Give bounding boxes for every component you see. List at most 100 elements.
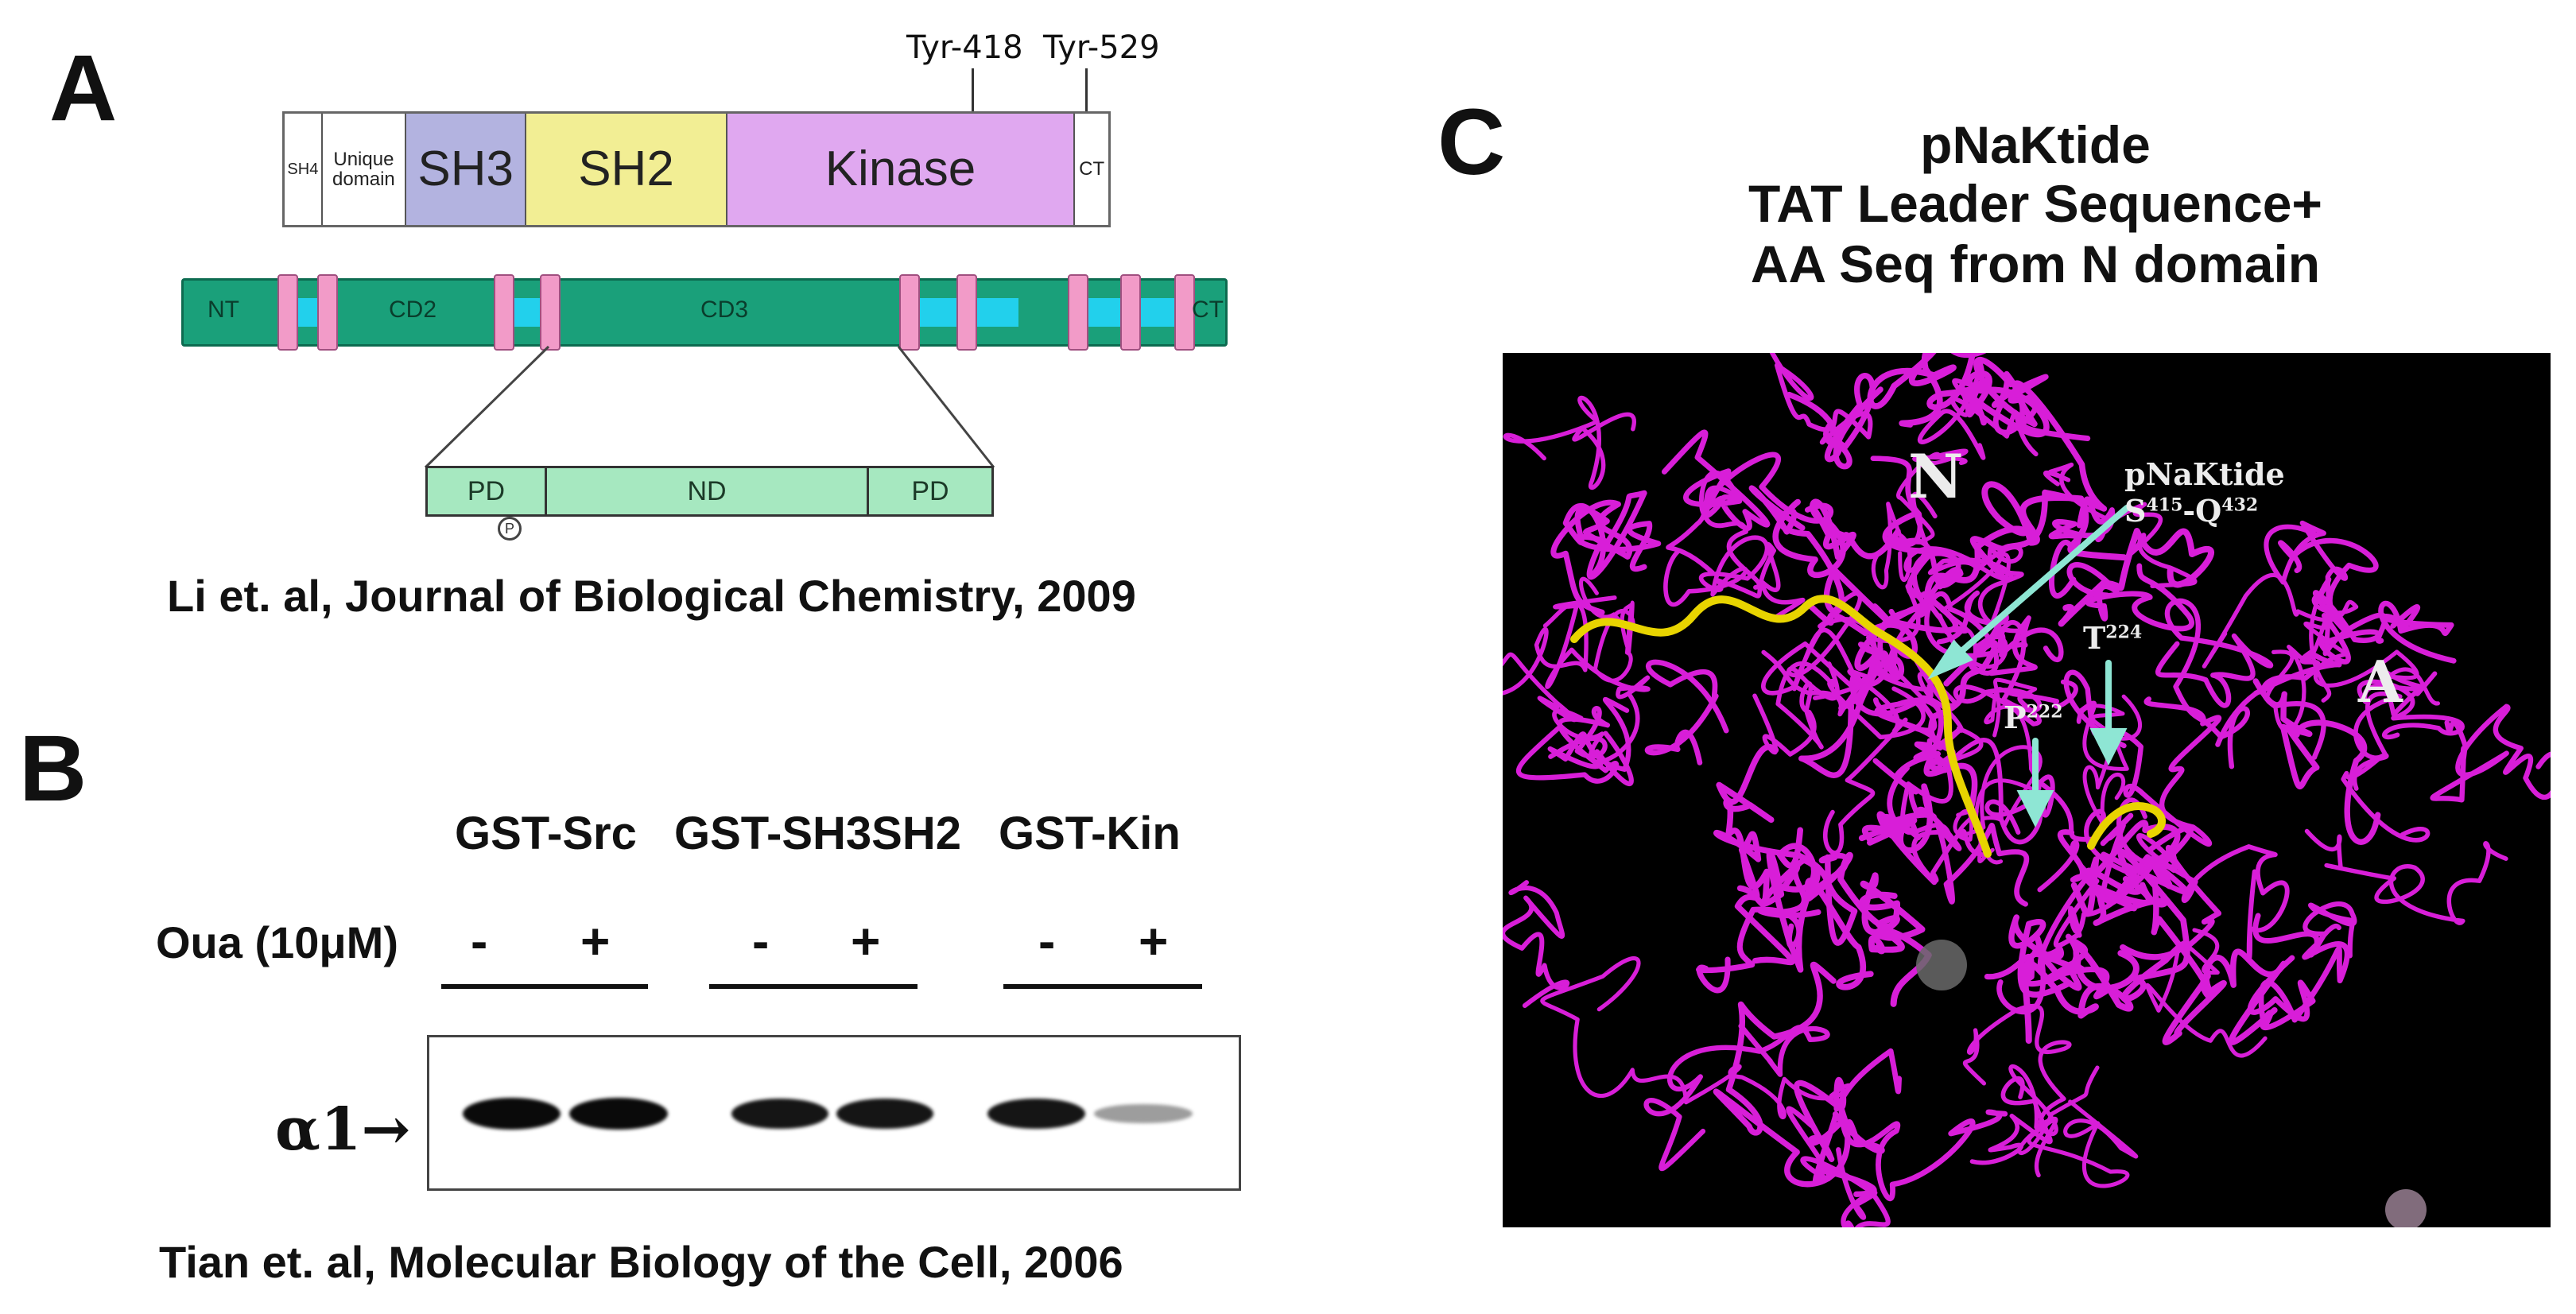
cd3-domain-bar: PD ND PD (425, 466, 994, 517)
tyr-418-label: Tyr-418 (906, 29, 1023, 66)
backbone-strand (2341, 691, 2431, 843)
protein-structure-image: N A pNaKtide S415-Q432 P222 T224 (1503, 353, 2551, 1227)
backbone-strand (2066, 562, 2194, 632)
backbone-strand (1752, 661, 1926, 757)
transmembrane-helix (494, 274, 514, 351)
pnaktide-structure-label: pNaKtide (2124, 456, 2285, 492)
panel-letter-a: A (49, 36, 118, 141)
backbone-strand (2070, 820, 2190, 1002)
group-underline-1 (441, 984, 648, 989)
backbone-strand (2202, 572, 2359, 703)
transmembrane-helix (1068, 274, 1088, 351)
backbone-strand (1550, 499, 1633, 615)
backbone-strand (1503, 601, 1589, 723)
backbone-strand (1663, 535, 1806, 620)
backbone-strand (2304, 828, 2508, 925)
backbone-strand (1953, 620, 2078, 727)
sign-lane-4: + (851, 913, 881, 970)
alpha1-band-label: α1→ (275, 1095, 411, 1164)
backbone-strand (1872, 758, 2030, 907)
nka-label-cd2: CD2 (389, 297, 437, 323)
backbone-strand (1503, 395, 1637, 490)
tm-linker-segment (297, 298, 317, 327)
src-domain-kinase: Kinase (727, 114, 1076, 225)
alpha1-band-lane-5 (987, 1098, 1085, 1130)
transmembrane-helix (1174, 274, 1195, 351)
src-domain-unique-domain: Unique domain (322, 114, 407, 225)
transmembrane-helix (317, 274, 338, 351)
cd3-subdomain-pd-2: PD (911, 475, 949, 506)
backbone-strand (1913, 640, 1999, 813)
pnaktide-arrow-line (1945, 505, 2130, 666)
alpha1-band-lane-1 (463, 1098, 561, 1130)
backbone-strand (1644, 659, 1729, 766)
alpha1-band-lane-3 (731, 1098, 828, 1130)
src-domain-sh2: SH2 (526, 114, 727, 225)
tyr-418-tick (972, 68, 974, 111)
nka-label-cd3: CD3 (700, 297, 749, 323)
range-end-sup: 432 (2221, 494, 2259, 516)
nka-label-ct: CT (1192, 297, 1224, 323)
citation-li-2009: Li et. al, Journal of Biological Chemist… (167, 571, 1136, 621)
backbone-strand (2252, 678, 2381, 845)
backbone-strand (1666, 470, 1762, 590)
panel-letter-c: C (1437, 90, 1506, 195)
transmembrane-helix (540, 274, 561, 351)
backbone-strand (1713, 829, 1858, 966)
cd3-subdomain-nd-1: ND (547, 468, 869, 514)
panel-c-title-line-2: TAT Leader Sequence+ (1748, 174, 2322, 233)
tm-linker-segment (1085, 298, 1120, 327)
panel-c-title-line-3: AA Seq from N domain (1750, 235, 2321, 293)
backbone-strand (1760, 827, 1818, 973)
backbone-strand (1996, 812, 2134, 1015)
cd3-expansion-lines (424, 345, 995, 469)
domain-label-a: A (2358, 648, 2403, 715)
t224-sup: 224 (2105, 622, 2143, 643)
backbone-strand (1953, 745, 2043, 863)
sign-lane-5: - (1038, 913, 1056, 970)
backbone-strand (1838, 591, 2038, 711)
panel-letter-b: B (19, 716, 87, 821)
treatment-label: Oua (10μM) (156, 917, 398, 967)
alpha1-band-lane-4 (836, 1098, 933, 1130)
sign-lane-6: + (1139, 913, 1169, 970)
nka-label-nt: NT (208, 297, 239, 323)
backbone-strand (1870, 455, 1964, 618)
p222-sup: 222 (2026, 701, 2063, 723)
backbone-strand (1833, 1048, 2008, 1201)
transmembrane-helix (277, 274, 298, 351)
p222-arrow-icon (2016, 790, 2054, 828)
alpha1-band-lane-2 (569, 1098, 668, 1130)
backbone-strand (1579, 576, 1635, 683)
t224-label: T224 (2083, 623, 2142, 653)
tm-linker-segment (1139, 298, 1174, 327)
backbone-strand (1547, 696, 1634, 786)
peptide-range-label: S415-Q432 (2124, 496, 2258, 526)
backbone-strand (1545, 595, 1651, 764)
tm-linker-segment (974, 298, 1018, 327)
sign-lane-1: - (471, 913, 488, 970)
backbone-strand (2116, 797, 2290, 960)
backbone-strand (1716, 744, 1779, 908)
backbone-strand (2378, 600, 2457, 664)
backbone-strand (1858, 783, 1937, 854)
backbone-strand (2058, 528, 2214, 627)
backbone-strand (2215, 649, 2342, 760)
backbone-strand (1757, 852, 1850, 919)
range-start: S (2124, 493, 2147, 529)
backbone-strand (1926, 353, 2050, 438)
pnaktide-arrow-icon (1927, 639, 1973, 680)
alpha1-band-lane-6 (1094, 1103, 1193, 1124)
src-domain-bar: SH4 Unique domain SH3 SH2 Kinase CT (282, 111, 1111, 227)
group-underline-2 (709, 984, 918, 989)
backbone-strand (2017, 1065, 2139, 1188)
citation-tian-2006: Tian et. al, Molecular Biology of the Ce… (159, 1237, 1123, 1287)
sign-lane-3: - (752, 913, 770, 970)
src-domain-sh4: SH4 (285, 114, 323, 225)
backbone-strand (1798, 601, 1918, 778)
backbone-strand (2063, 669, 2222, 847)
backbone-strand (2043, 462, 2198, 589)
ligand-sphere-icon (1916, 940, 1967, 990)
backbone-strand (1713, 961, 1851, 1188)
range-sep: -Q (2182, 493, 2222, 529)
